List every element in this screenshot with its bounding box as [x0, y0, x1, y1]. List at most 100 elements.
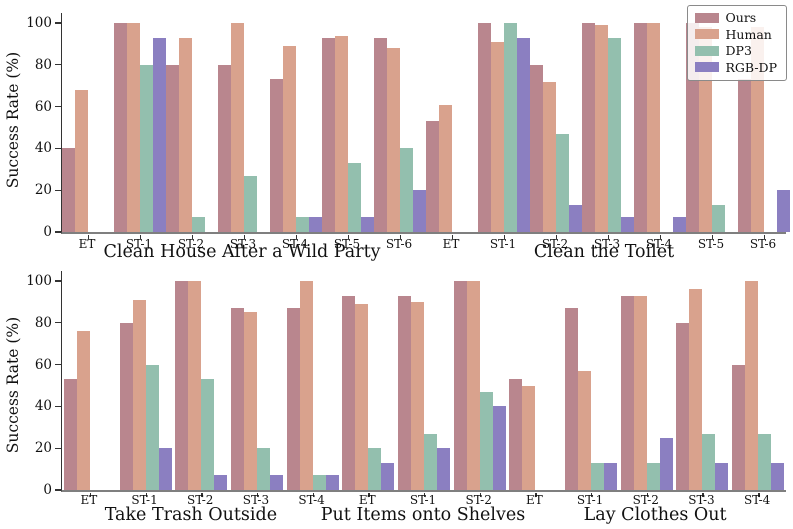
- x-tick-label: ET: [78, 237, 96, 251]
- bar-rgb-dp: [569, 204, 582, 232]
- bar-dp3: [556, 133, 569, 232]
- x-tick-label: ST-3: [688, 493, 715, 507]
- y-tick-label: 60: [34, 356, 52, 373]
- x-tick-label: ST-6: [385, 237, 413, 251]
- top-subplot-row: Success Rate (%) 0 20 40 60 80 100 ET ST-1 ST-2…: [0, 5, 790, 262]
- y-tick-mark: [55, 189, 61, 191]
- bar-human: [491, 41, 504, 232]
- x-tick-label: ST-4: [743, 493, 771, 507]
- y-tick-label: 40: [34, 398, 52, 415]
- bar-human: [522, 385, 536, 490]
- legend-swatch-ours: [694, 12, 719, 23]
- y-tick-mark: [55, 64, 61, 66]
- bar-cluster: [175, 281, 228, 497]
- bar-dp3: [424, 433, 437, 490]
- y-tick-label: 60: [34, 98, 52, 115]
- bar-ours: [342, 295, 356, 490]
- bar-human: [132, 299, 146, 490]
- bar-human: [689, 289, 703, 490]
- task-group: [62, 271, 340, 498]
- bar-dp3: [504, 23, 517, 232]
- bar-ours: [374, 37, 387, 232]
- bar-rgb-dp: [777, 190, 790, 232]
- x-tick-label: ST-5: [697, 237, 725, 251]
- bar-ours: [738, 79, 751, 232]
- bar-cluster: [398, 295, 450, 498]
- legend-item: Human: [694, 28, 777, 41]
- bar-human: [578, 370, 592, 490]
- task-group-ticks: ET ST-1 ST-2 ST-3 ST-4: [61, 493, 339, 507]
- bar-human: [188, 281, 202, 490]
- bar-cluster: [634, 23, 686, 239]
- bar-human: [387, 48, 400, 232]
- bar-human: [283, 46, 296, 232]
- x-tick-label: ST-3: [593, 237, 621, 251]
- bar-dp3: [400, 148, 413, 232]
- y-tick-mark: [55, 322, 61, 324]
- task-group: [62, 13, 426, 240]
- bar-dp3: [192, 217, 205, 232]
- bar-rgb-dp: [771, 462, 785, 490]
- bar-ours: [398, 295, 411, 490]
- legend-swatch-dp3: [694, 45, 719, 56]
- x-tick-label: ST-4: [281, 237, 309, 251]
- bar-dp3: [368, 448, 382, 490]
- task-group: [340, 271, 507, 498]
- bar-dp3: [348, 163, 361, 232]
- bar-human: [411, 301, 424, 490]
- bar-rgb-dp: [309, 217, 322, 232]
- bar-cluster: [270, 46, 322, 239]
- x-tick-label: ST-6: [749, 237, 777, 251]
- y-tick-mark: [55, 405, 61, 408]
- bar-rgb-dp: [673, 217, 686, 232]
- task-group: [508, 271, 786, 498]
- bar-ours: [63, 379, 77, 490]
- y-tick-mark: [55, 280, 61, 282]
- task-group-ticks: ET ST-1 ST-2 ST-3 ST-4 ST-5 ST-6: [425, 237, 789, 251]
- bar-human: [543, 81, 556, 232]
- y-tick-label: 100: [26, 273, 52, 289]
- bar-ours: [166, 64, 179, 232]
- bar-cluster: [676, 289, 729, 497]
- bar-ours: [175, 281, 189, 490]
- bar-ours: [565, 308, 579, 490]
- bar-cluster: [565, 308, 618, 497]
- bar-rgb-dp: [381, 462, 395, 490]
- bar-cluster: [582, 23, 634, 239]
- subplot-title: Clean House After a Wild Party: [103, 242, 381, 262]
- y-tick-label: 80: [34, 314, 52, 331]
- bar-cluster: [738, 27, 790, 239]
- legend-swatch-human: [694, 29, 719, 39]
- legend-item: RGB-DP: [694, 61, 777, 74]
- bar-rgb-dp: [492, 406, 506, 490]
- bar-ours: [530, 64, 543, 232]
- x-tick-label: ET: [526, 493, 543, 507]
- task-group-ticks: ET ST-1 ST-2: [339, 493, 506, 507]
- bar-cluster: [342, 295, 395, 498]
- y-tick-mark: [55, 147, 61, 150]
- bar-rgb-dp: [621, 217, 634, 232]
- y-axis-label: Success Rate (%): [0, 8, 26, 232]
- plot-area: [61, 13, 790, 240]
- x-tick-label: ST-2: [187, 493, 214, 507]
- bar-ours: [582, 23, 595, 232]
- y-tick-mark: [55, 489, 61, 491]
- x-tick-label: ET: [358, 493, 376, 507]
- y-tick-label: 0: [43, 224, 52, 240]
- bar-rgb-dp: [269, 475, 283, 490]
- y-axis-label-text: Success Rate (%): [4, 51, 23, 189]
- bar-ours: [218, 64, 231, 232]
- task-group-ticks: ET ST-1 ST-2 ST-3 ST-4: [507, 493, 785, 507]
- bar-ours: [509, 379, 523, 490]
- bar-ours: [62, 148, 75, 232]
- bar-human: [745, 281, 759, 490]
- bar-human: [231, 23, 244, 232]
- x-tick-label: ST-2: [465, 493, 492, 507]
- bar-dp3: [712, 204, 725, 232]
- bar-human: [179, 37, 192, 232]
- x-tick-label: ST-3: [242, 493, 270, 507]
- bar-cluster: [322, 35, 374, 239]
- bar-ours: [676, 322, 690, 490]
- bar-cluster: [374, 37, 426, 240]
- x-tick-label: ST-4: [645, 237, 673, 251]
